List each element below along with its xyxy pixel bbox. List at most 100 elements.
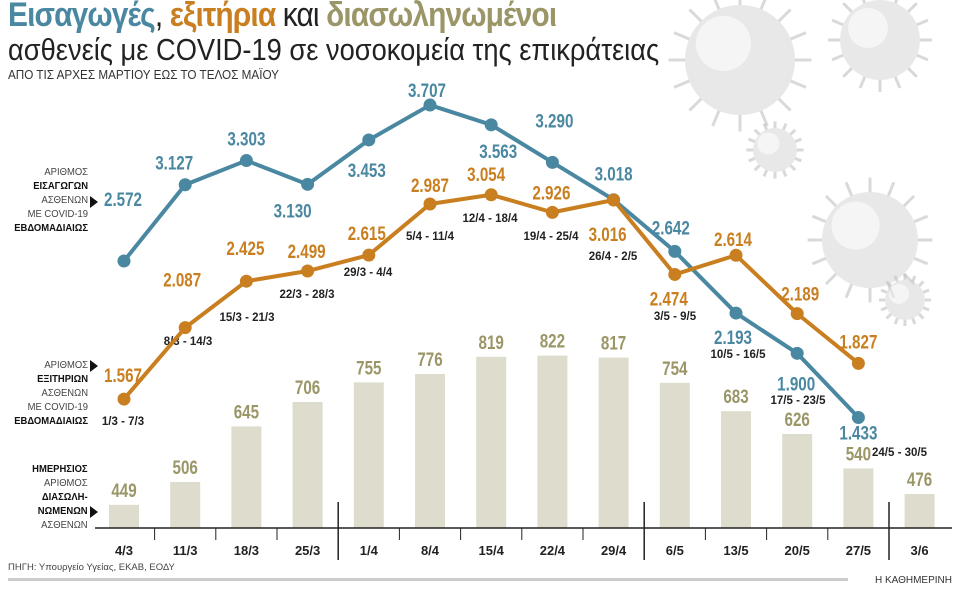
data-value-label: 2.189: [781, 283, 819, 305]
bar-value-label: 645: [234, 401, 260, 423]
source: ΠΗΓΗ: Υπουργείο Υγείας, ΕΚΑΒ, ΕΟΔΥ: [8, 562, 175, 573]
data-point: [851, 356, 865, 370]
data-point: [301, 177, 315, 191]
data-value-label: 2.474: [650, 288, 688, 310]
bar-value-label: 822: [540, 330, 565, 352]
label-line: ΝΩΜΕΝΩΝ: [38, 505, 88, 517]
x-tick-label: 18/3: [234, 543, 259, 558]
title-discharges: εξιτήρια: [169, 0, 277, 34]
data-point: [117, 254, 131, 268]
label-line: ΕΙΣΑΓΩΓΩΝ: [33, 180, 88, 192]
bar-intubated: [170, 482, 201, 528]
data-point: [851, 410, 865, 424]
week-label: 1/3 - 7/3: [102, 416, 144, 428]
virus-illustration: [879, 274, 931, 326]
bar-intubated: [353, 382, 384, 528]
bar-value-label: 819: [479, 331, 504, 353]
data-point: [545, 205, 559, 219]
title-and: και: [275, 0, 327, 34]
data-value-label: 2.193: [714, 326, 752, 348]
x-tick-label: 29/4: [601, 543, 627, 558]
label-line: ΑΣΘΕΝΩΝ: [41, 519, 88, 531]
bar-intubated: [292, 402, 323, 528]
label-line: ΕΒΔΟΜΑΔΙΑΙΩΣ: [14, 415, 88, 427]
week-label: 29/3 - 4/4: [344, 267, 393, 279]
bar-intubated: [109, 504, 139, 528]
x-tick-label: 25/3: [295, 543, 320, 558]
bar-value-label: 754: [662, 357, 688, 379]
bar-intubated: [537, 355, 568, 528]
data-point: [790, 307, 804, 321]
virus-illustration: [807, 177, 933, 303]
data-value-label: 2.087: [163, 269, 201, 291]
data-point: [790, 346, 804, 360]
data-value-label: 2.614: [714, 229, 752, 251]
label-line: ΑΡΙΘΜΟΣ: [44, 477, 88, 489]
data-point: [239, 154, 253, 168]
data-point: [239, 274, 253, 288]
data-value-label: 2.615: [348, 222, 386, 244]
data-value-label: 2.926: [532, 182, 570, 204]
data-value-label: 3.303: [227, 128, 265, 150]
bar-intubated: [721, 411, 751, 528]
label-line: ΕΒΔΟΜΑΔΙΑΙΩΣ: [14, 222, 88, 234]
data-point: [484, 188, 498, 202]
data-value-label: 1.433: [839, 422, 877, 444]
brand-logo: Η ΚΑΘΗΜΕΡΙΝΗ: [874, 575, 952, 586]
data-point: [362, 133, 376, 147]
x-tick-label: 11/3: [173, 543, 198, 558]
data-value-label: 3.130: [274, 200, 312, 222]
data-point: [545, 155, 559, 169]
label-line: ΕΞΙΤΗΡΙΩΝ: [37, 373, 88, 385]
bar-value-label: 706: [295, 376, 320, 398]
title: Εισαγωγές, εξιτήρια και διασωληνωμένοι: [8, 0, 557, 34]
data-value-label: 2.572: [104, 188, 142, 210]
x-tick-label: 8/4: [421, 543, 440, 558]
data-point: [729, 306, 743, 320]
title-sep: ,: [154, 0, 170, 34]
bar-intubated: [415, 374, 445, 528]
week-label: 5/4 - 11/4: [406, 231, 455, 243]
title-intubated: διασωληνωμένοι: [326, 0, 557, 34]
week-label: 17/5 - 23/5: [771, 395, 827, 407]
data-value-label: 1.827: [839, 331, 877, 353]
pointer-triangle-icon: [90, 196, 98, 208]
x-tick-label: 1/4: [360, 543, 379, 558]
bar-value-label: 683: [723, 386, 748, 408]
data-value-label: 3.054: [467, 163, 505, 185]
label-line: ΜΕ COVID-19: [27, 208, 88, 220]
bar-intubated: [598, 357, 629, 528]
subtitle: ασθενείς με COVID-19 σε νοσοκομεία της ε…: [8, 32, 660, 67]
bar-intubated: [231, 426, 262, 528]
data-point: [117, 392, 131, 406]
data-point: [301, 264, 315, 278]
x-tick-label: 6/5: [666, 543, 684, 558]
bar-value-label: 817: [601, 332, 626, 354]
footer-rule: [8, 578, 848, 581]
data-value-label: 3.016: [589, 223, 627, 245]
data-value-label: 3.018: [595, 163, 633, 185]
bar-value-label: 506: [173, 456, 198, 478]
pointer-triangle-icon: [90, 506, 98, 518]
data-point: [423, 197, 437, 211]
x-tick-label: 20/5: [785, 543, 810, 558]
bar-intubated: [904, 494, 935, 528]
bar-value-label: 626: [785, 408, 810, 430]
label-line: ΑΡΙΘΜΟΣ: [44, 359, 88, 371]
data-point: [668, 244, 682, 258]
label-line: ΑΣΘΕΝΩΝ: [41, 387, 88, 399]
week-label: 19/4 - 25/4: [524, 231, 580, 243]
virus-illustration: [746, 121, 804, 179]
data-value-label: 3.563: [479, 140, 517, 162]
week-label: 3/5 - 9/5: [654, 311, 697, 323]
week-label: 10/5 - 16/5: [711, 349, 767, 361]
period-note: ΑΠΟ ΤΙΣ ΑΡΧΕΣ ΜΑΡΤΙΟΥ ΕΩΣ ΤΟ ΤΕΛΟΣ ΜΑΪΟΥ: [8, 67, 279, 82]
intubated-label: ΗΜΕΡΗΣΙΟΣ ΑΡΙΘΜΟΣ ΔΙΑΣΩΛΗ- ΝΩΜΕΝΩΝ ΑΣΘΕΝ…: [33, 462, 88, 532]
bar-value-label: 755: [356, 357, 382, 379]
label-line: ΗΜΕΡΗΣΙΟΣ: [32, 463, 88, 475]
x-tick-label: 3/6: [911, 543, 929, 558]
bar-value-label: 476: [907, 468, 932, 490]
data-point: [484, 118, 498, 132]
data-point: [607, 193, 621, 207]
